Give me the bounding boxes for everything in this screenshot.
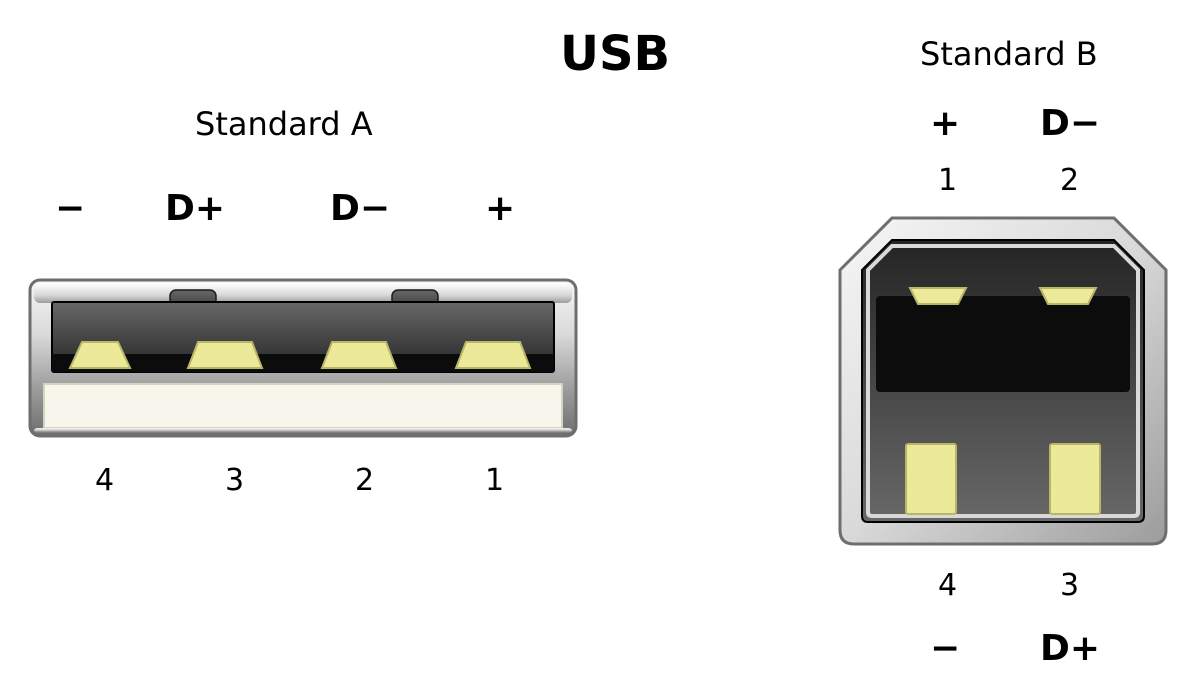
a-bottom-lip (34, 428, 572, 433)
a-signal-1: D+ (165, 188, 225, 229)
a-signal-3: + (485, 188, 515, 229)
a-contact-3 (188, 342, 262, 368)
b-divider (876, 296, 1130, 392)
b-contact-bottom-4 (906, 444, 956, 514)
a-pin-2: 2 (355, 463, 374, 498)
a-signal-2: D− (330, 188, 390, 229)
a-contact-2 (322, 342, 396, 368)
b-bot-num-1: 3 (1060, 568, 1079, 603)
b-top-signal-1: D− (1040, 103, 1100, 144)
b-bot-signal-1: D+ (1040, 628, 1100, 669)
b-top-num-1: 2 (1060, 163, 1079, 198)
b-top-signal-0: + (930, 103, 960, 144)
b-top-num-0: 1 (938, 163, 957, 198)
a-tongue (44, 384, 562, 428)
a-pin-3: 1 (485, 463, 504, 498)
connector-a: Standard A − D+ D− +4 3 2 1 (30, 105, 576, 498)
diagram-title: USB (560, 26, 670, 82)
b-contact-bottom-3 (1050, 444, 1100, 514)
a-pin-1: 3 (225, 463, 244, 498)
a-contact-1 (456, 342, 530, 368)
b-contact-top-2 (1040, 288, 1096, 304)
connector-b: Standard B + D− 1 2 4 3 − D+ (840, 35, 1166, 669)
a-pin-0: 4 (95, 463, 114, 498)
connector-b-label: Standard B (920, 35, 1098, 73)
connector-a-label: Standard A (195, 105, 373, 143)
b-contact-top-1 (910, 288, 966, 304)
b-bot-num-0: 4 (938, 568, 957, 603)
b-bot-signal-0: − (930, 628, 960, 669)
a-frame-highlight (34, 283, 572, 303)
a-signal-0: − (55, 188, 85, 229)
